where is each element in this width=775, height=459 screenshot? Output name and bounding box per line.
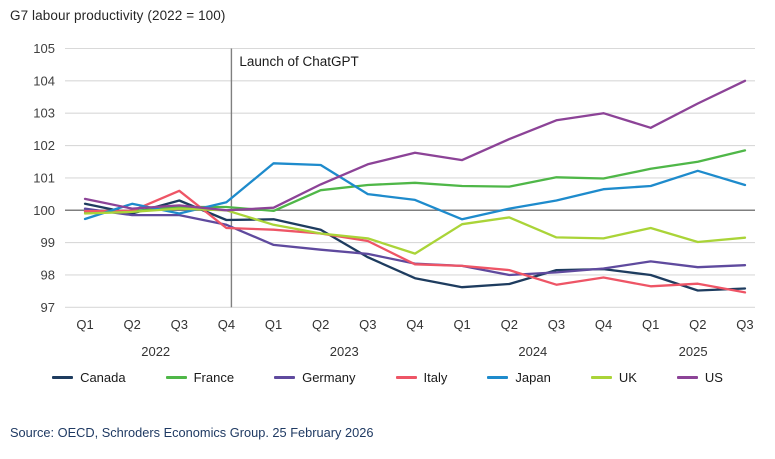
x-tick-label: Q1 (76, 317, 93, 332)
year-label: 2025 (679, 344, 708, 359)
y-tick-label: 100 (33, 203, 55, 218)
y-tick-label: 101 (33, 170, 55, 185)
legend-item-uk: UK (590, 370, 637, 385)
legend-swatch (676, 376, 698, 379)
y-tick-label: 105 (33, 41, 55, 56)
series-line-uk (83, 207, 747, 255)
legend-label: Japan (515, 370, 551, 385)
x-tick-label: Q3 (171, 317, 188, 332)
legend-item-germany: Germany (274, 370, 356, 385)
legend-swatch (52, 376, 74, 379)
x-tick-label: Q1 (265, 317, 282, 332)
y-tick-label: 104 (33, 73, 55, 88)
chart-area: 97 98 99 100 101 102 103 104 105 Launch of ChatGP… (33, 41, 755, 359)
x-tick-label: Q4 (595, 317, 612, 332)
series-line-us (83, 79, 747, 212)
source-note: Source: OECD, Schroders Economics Group.… (10, 425, 374, 440)
year-label: 2024 (518, 344, 547, 359)
legend-swatch (487, 376, 509, 379)
y-tick-label: 102 (33, 138, 55, 153)
x-tick-label: Q2 (689, 317, 706, 332)
legend-swatch (165, 376, 187, 379)
x-tick-label: Q1 (642, 317, 659, 332)
x-tick-label: Q4 (218, 317, 235, 332)
y-tick-label: 97 (41, 300, 55, 315)
series-line-canada (83, 199, 747, 292)
legend-label: Germany (302, 370, 356, 385)
year-label: 2023 (330, 344, 359, 359)
y-tick-label: 103 (33, 106, 55, 121)
legend-label: Canada (80, 370, 126, 385)
legend-item-france: France (165, 370, 235, 385)
x-tick-label: Q2 (501, 317, 518, 332)
legend-label: UK (618, 370, 637, 385)
legend-label: US (704, 370, 723, 385)
x-tick-label: Q3 (548, 317, 565, 332)
x-tick-label: Q4 (406, 317, 423, 332)
y-tick-label: 98 (41, 267, 55, 282)
productivity-line-chart: 97 98 99 100 101 102 103 104 105 Launch of ChatGP… (33, 41, 755, 359)
legend-item-us: US (676, 370, 723, 385)
chart-title: G7 labour productivity (2022 = 100) (10, 8, 226, 23)
year-label: 2022 (141, 344, 170, 359)
x-tick-label: Q1 (453, 317, 470, 332)
x-tick-label: Q3 (359, 317, 376, 332)
legend-item-canada: Canada (52, 370, 126, 385)
legend-swatch (590, 376, 612, 379)
legend-swatch (395, 376, 417, 379)
legend-label: Italy (423, 370, 448, 385)
y-tick-label: 99 (41, 235, 55, 250)
x-tick-label: Q2 (312, 317, 329, 332)
legend-item-japan: Japan (487, 370, 551, 385)
series-line-italy (83, 189, 747, 294)
legend-label: France (193, 370, 235, 385)
chart-legend: Canada France Germany Italy Japan UK US (0, 370, 775, 385)
x-tick-label: Q2 (123, 317, 140, 332)
legend-swatch (274, 376, 296, 379)
chatgpt-launch-label: Launch of ChatGPT (239, 54, 358, 69)
x-tick-label: Q3 (736, 317, 753, 332)
legend-item-italy: Italy (395, 370, 448, 385)
